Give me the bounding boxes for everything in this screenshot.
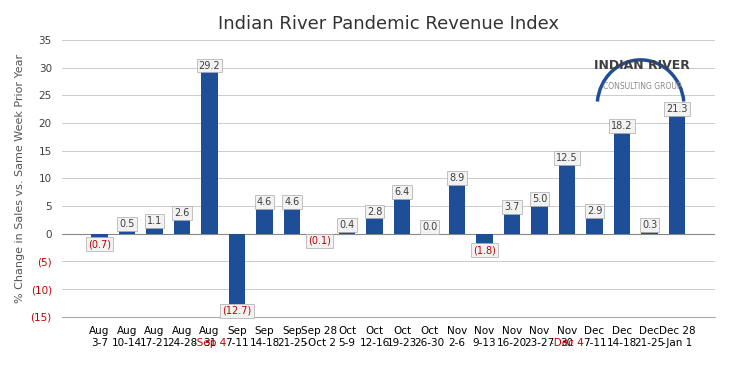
Text: 21.3: 21.3 — [666, 104, 688, 114]
Text: 0.3: 0.3 — [642, 220, 657, 230]
Text: -Dec 4: -Dec 4 — [550, 338, 584, 348]
Text: (0.7): (0.7) — [88, 239, 111, 249]
Bar — [586, 218, 603, 234]
Bar — [669, 116, 685, 234]
Text: 12.5: 12.5 — [556, 153, 578, 163]
Text: 2.6: 2.6 — [174, 208, 190, 218]
Bar — [476, 234, 493, 244]
Bar — [366, 218, 383, 234]
Bar — [531, 206, 548, 234]
Text: 0.4: 0.4 — [339, 220, 355, 230]
Bar — [558, 164, 575, 234]
Text: 29.2: 29.2 — [199, 61, 220, 70]
Text: 1.1: 1.1 — [147, 216, 162, 226]
Text: 6.4: 6.4 — [394, 186, 410, 197]
Text: 5.0: 5.0 — [532, 194, 548, 204]
Text: 18.2: 18.2 — [611, 121, 633, 132]
Bar — [91, 234, 108, 238]
Text: (1.8): (1.8) — [473, 245, 496, 255]
Bar — [614, 133, 630, 234]
Text: 4.6: 4.6 — [285, 197, 299, 207]
Text: 2.8: 2.8 — [366, 207, 383, 216]
Bar — [256, 208, 273, 234]
Text: 4.6: 4.6 — [257, 197, 272, 207]
Bar — [449, 185, 465, 234]
Text: CONSULTING GROUP: CONSULTING GROUP — [603, 82, 682, 91]
Bar — [284, 208, 300, 234]
Text: 0.0: 0.0 — [422, 222, 437, 232]
Bar — [174, 219, 191, 234]
Bar — [146, 228, 163, 234]
Bar — [119, 231, 135, 234]
Text: (12.7): (12.7) — [223, 305, 252, 316]
Text: INDIAN RIVER: INDIAN RIVER — [594, 59, 691, 72]
Text: 0.5: 0.5 — [119, 219, 134, 229]
Text: (0.1): (0.1) — [308, 236, 331, 246]
Bar — [228, 234, 245, 304]
Text: 2.9: 2.9 — [587, 206, 602, 216]
Bar — [201, 72, 218, 234]
Bar — [504, 213, 520, 234]
Bar — [339, 232, 356, 234]
Text: 3.7: 3.7 — [504, 202, 520, 211]
Title: Indian River Pandemic Revenue Index: Indian River Pandemic Revenue Index — [218, 15, 558, 33]
Y-axis label: % Change in Sales vs. Same Week Prior Year: % Change in Sales vs. Same Week Prior Ye… — [15, 54, 25, 303]
Bar — [393, 198, 410, 234]
Bar — [641, 232, 658, 234]
Text: 8.9: 8.9 — [450, 173, 465, 183]
Text: -Sep 4: -Sep 4 — [193, 338, 226, 348]
